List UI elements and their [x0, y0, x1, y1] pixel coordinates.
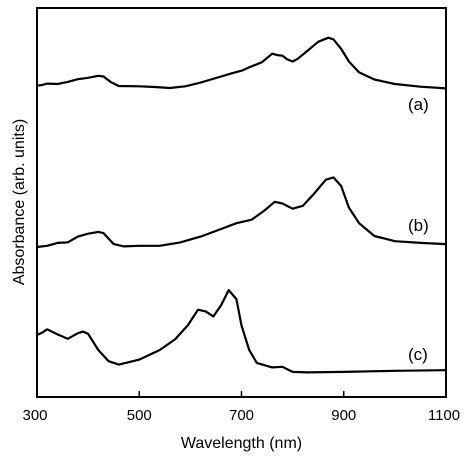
series-label-2: (b): [408, 216, 429, 235]
x-tick-label: 300: [22, 407, 47, 424]
y-axis-label: Absorbance (arb. units): [11, 119, 28, 285]
series-line-2: [35, 176, 448, 249]
x-axis-ticks: 300 500 700 900 1100: [22, 391, 460, 424]
plot-frame: [36, 7, 447, 398]
series-label-3: (c): [408, 345, 428, 364]
x-tick-label: 500: [127, 407, 152, 424]
series-group: [35, 36, 448, 374]
x-axis-label: Wavelength (nm): [181, 435, 302, 452]
series-line-1: [35, 36, 448, 90]
series-label-1: (a): [408, 95, 429, 114]
series-label-group: (a) (b) (c): [408, 95, 429, 364]
x-tick-label: 900: [331, 407, 356, 424]
x-tick-label: 1100: [428, 407, 460, 424]
series-line-3: [35, 289, 448, 374]
x-tick-label: 700: [229, 407, 254, 424]
